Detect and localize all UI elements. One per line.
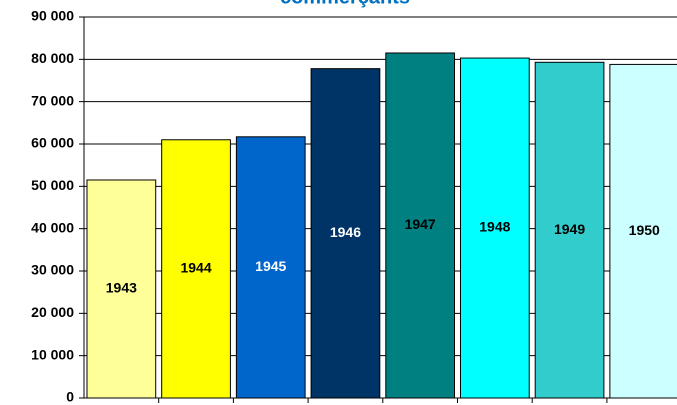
bar-label: 1947 xyxy=(405,216,436,232)
y-tick-label: 10 000 xyxy=(31,346,74,362)
y-tick-label: 0 xyxy=(66,389,74,405)
bar-label: 1944 xyxy=(180,260,211,276)
bar xyxy=(609,63,677,399)
y-tick-label: 70 000 xyxy=(31,92,74,108)
bar-label: 1950 xyxy=(629,222,660,238)
y-tick-label: 50 000 xyxy=(31,177,74,193)
bar xyxy=(235,136,306,399)
bar xyxy=(86,179,157,399)
bar xyxy=(459,57,530,399)
bar xyxy=(385,52,456,399)
y-tick-label: 60 000 xyxy=(31,135,74,151)
y-tick-label: 40 000 xyxy=(31,219,74,235)
bar-label: 1946 xyxy=(330,224,361,240)
bar-label: 1943 xyxy=(106,280,137,296)
bar-label: 1945 xyxy=(255,258,286,274)
bar-label: 1949 xyxy=(554,221,585,237)
bar xyxy=(534,61,605,399)
y-tick-label: 80 000 xyxy=(31,50,74,66)
y-tick-label: 20 000 xyxy=(31,304,74,320)
y-tick-label: 30 000 xyxy=(31,262,74,278)
y-tick-label: 90 000 xyxy=(31,8,74,24)
bar xyxy=(310,68,381,399)
chart-title: commerçants xyxy=(280,0,410,8)
bar-label: 1948 xyxy=(479,219,510,235)
